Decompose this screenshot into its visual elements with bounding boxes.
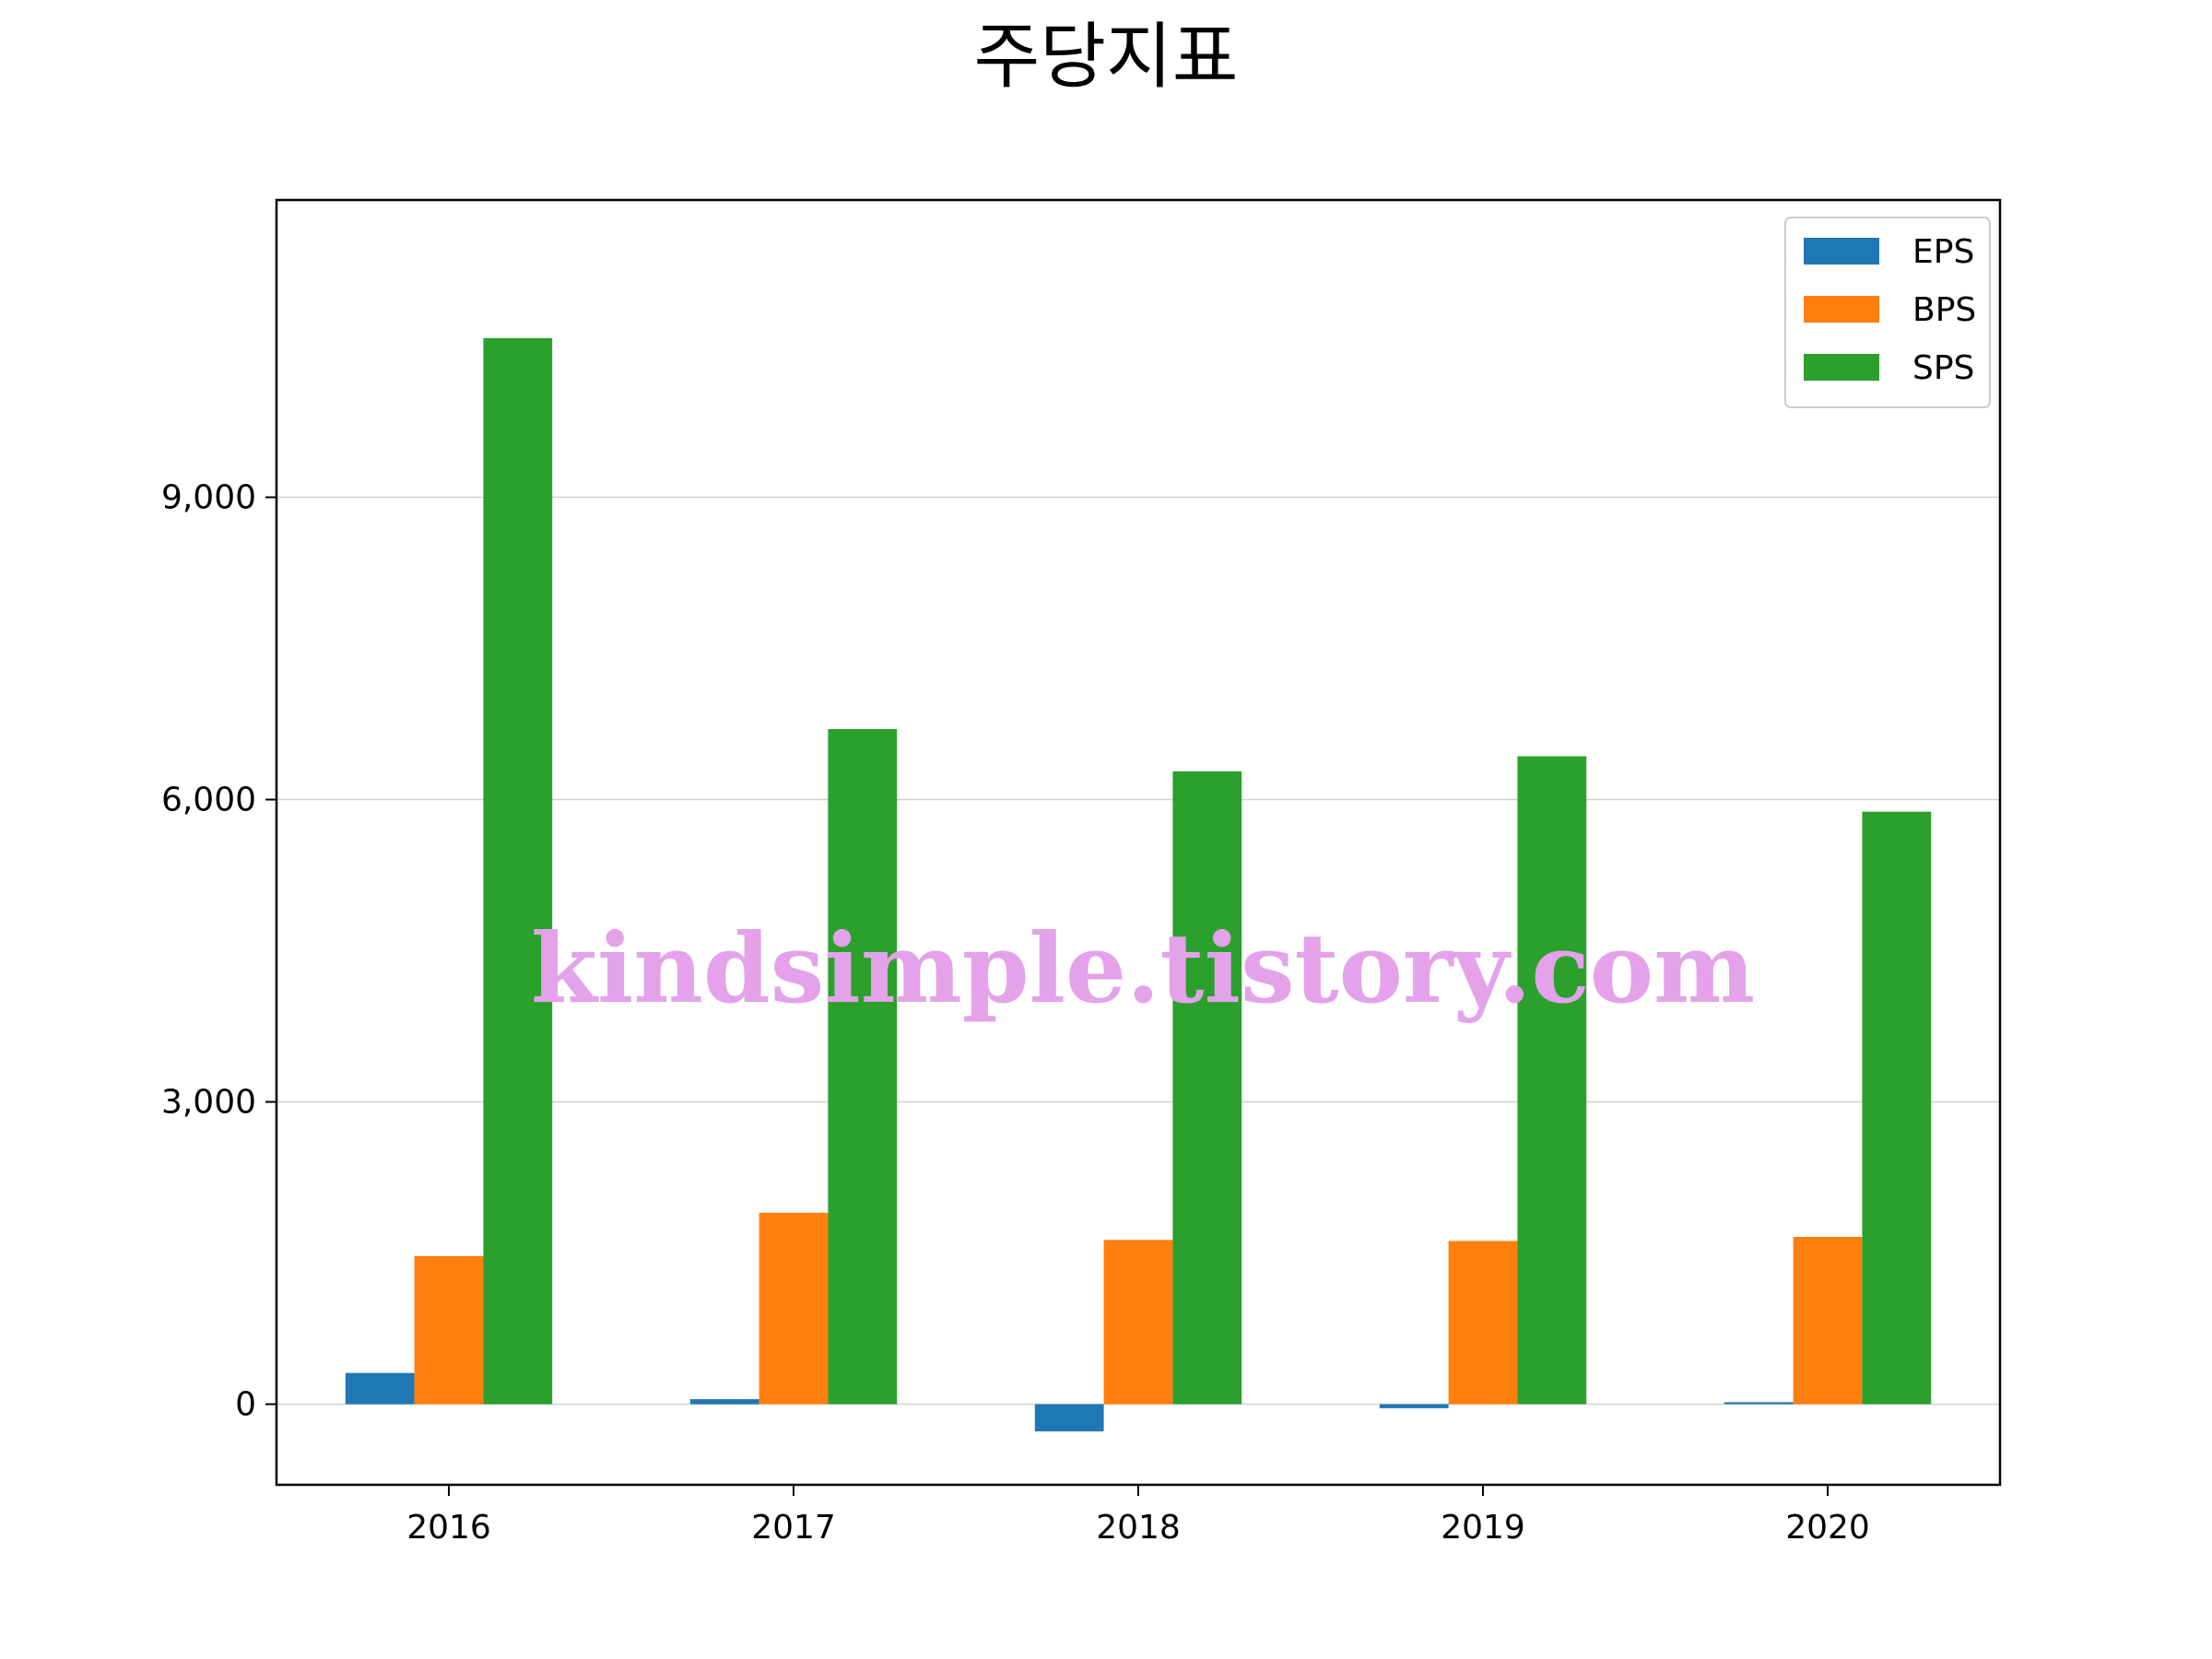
bar-sps-2020 xyxy=(1862,811,1932,1405)
x-tick-label: 2017 xyxy=(751,1509,836,1547)
bar-eps-2017 xyxy=(689,1399,759,1405)
bar-eps-2019 xyxy=(1379,1404,1449,1408)
bar-eps-2016 xyxy=(345,1372,415,1405)
bar-eps-2018 xyxy=(1034,1404,1104,1432)
bar-bps-2018 xyxy=(1103,1240,1173,1405)
legend-swatch-sps xyxy=(1804,354,1879,381)
legend-label-eps: EPS xyxy=(1912,233,1974,271)
x-tick-label: 2018 xyxy=(1096,1509,1181,1547)
bars xyxy=(345,337,1932,1432)
legend: EPS BPS SPS xyxy=(1784,217,1991,408)
watermark-text: kindsimple.tistory.com xyxy=(531,912,1755,1025)
bar-bps-2016 xyxy=(414,1255,484,1405)
bar-bps-2020 xyxy=(1793,1237,1863,1405)
bar-sps-2019 xyxy=(1517,756,1587,1405)
x-tick-label: 2016 xyxy=(406,1509,491,1547)
y-tick-label: 3,000 xyxy=(161,1084,256,1122)
x-axis: 2016 2017 2018 2019 2020 xyxy=(406,1485,1870,1547)
bar-bps-2017 xyxy=(759,1212,829,1405)
bar-sps-2017 xyxy=(828,729,898,1405)
bar-bps-2019 xyxy=(1448,1241,1518,1405)
y-axis: 0 3,000 6,000 9,000 xyxy=(161,479,276,1424)
legend-label-bps: BPS xyxy=(1912,291,1976,329)
bar-eps-2020 xyxy=(1724,1402,1794,1405)
bar-sps-2018 xyxy=(1172,771,1242,1405)
legend-swatch-eps xyxy=(1804,238,1879,265)
bar-sps-2016 xyxy=(483,337,553,1405)
gridlines xyxy=(276,496,2000,1406)
y-tick-label: 0 xyxy=(235,1386,256,1424)
legend-label-sps: SPS xyxy=(1912,349,1974,387)
y-tick-label: 6,000 xyxy=(161,782,256,819)
chart-title: 주당지표 xyxy=(973,16,1238,99)
x-tick-label: 2020 xyxy=(1785,1509,1870,1547)
x-tick-label: 2019 xyxy=(1441,1509,1525,1547)
legend-swatch-bps xyxy=(1804,296,1879,323)
y-tick-label: 9,000 xyxy=(161,479,256,517)
